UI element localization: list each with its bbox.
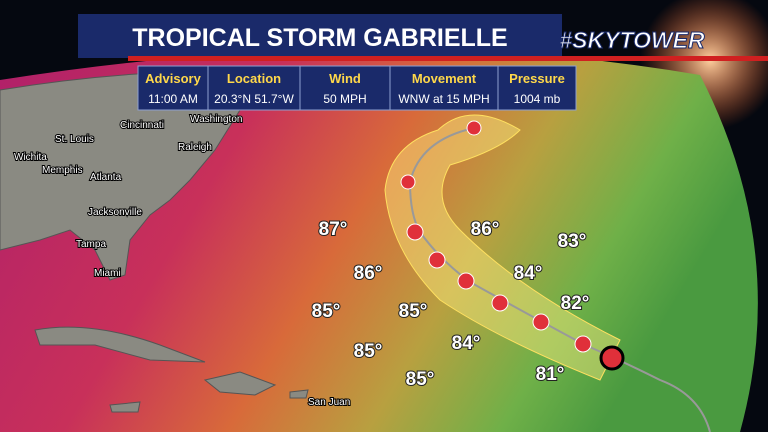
islands <box>109 389 309 413</box>
info-label: Location <box>227 71 281 86</box>
info-label: Pressure <box>509 71 565 86</box>
temperature: 85° <box>406 369 435 390</box>
info-panel: Advisory 11:00 AM Location 20.3°N 51.7°W Win… <box>137 65 577 111</box>
temperature: 83° <box>558 231 587 252</box>
city: Miami <box>94 268 121 279</box>
info-value: WNW at 15 MPH <box>398 92 489 106</box>
temperature: 85° <box>354 341 383 362</box>
city: Raleigh <box>178 142 212 153</box>
temperature: 86° <box>354 263 383 284</box>
hispaniola <box>203 371 277 396</box>
city-labels: Cincinnati Washington St. Louis Raleigh … <box>13 113 351 409</box>
temperature: 82° <box>561 293 590 314</box>
title-bar <box>78 14 562 58</box>
city: Washington <box>190 114 242 125</box>
temperature: 84° <box>452 333 481 354</box>
info-cell <box>299 65 391 111</box>
temperature: 81° <box>536 364 565 385</box>
logo: #SKYTOWER <box>559 27 705 53</box>
storm-icons <box>400 120 625 371</box>
city: San Juan <box>308 397 350 408</box>
temperature: 84° <box>514 263 543 284</box>
info-label: Movement <box>412 71 477 86</box>
cuba <box>34 326 206 363</box>
temperature: 85° <box>399 301 428 322</box>
info-cell <box>207 65 301 111</box>
info-cell <box>137 65 209 111</box>
title: TROPICAL STORM GABRIELLE <box>132 24 507 52</box>
city: Jacksonville <box>88 207 142 218</box>
info-label: Advisory <box>145 71 201 86</box>
info-label: Wind <box>329 71 361 86</box>
info-cell <box>497 65 577 111</box>
temperature: 85° <box>312 301 341 322</box>
city: Atlanta <box>90 172 122 183</box>
forecast-cone <box>384 114 621 381</box>
info-value: 50 MPH <box>323 92 366 106</box>
info-value: 20.3°N 51.7°W <box>214 92 294 106</box>
city: Memphis <box>42 165 83 176</box>
city: Tampa <box>76 239 106 250</box>
title-underline <box>128 56 768 61</box>
temperature-labels: 87° 86° 83° 86° 84° 82° 85° 85° 85° 84° … <box>311 218 591 391</box>
city: St. Louis <box>55 134 94 145</box>
city: Wichita <box>14 152 47 163</box>
info-value: 1004 mb <box>514 92 561 106</box>
info-value: 11:00 AM <box>148 92 198 106</box>
temperature: 86° <box>471 219 500 240</box>
temperature: 87° <box>319 219 348 240</box>
city: Cincinnati <box>120 120 164 131</box>
